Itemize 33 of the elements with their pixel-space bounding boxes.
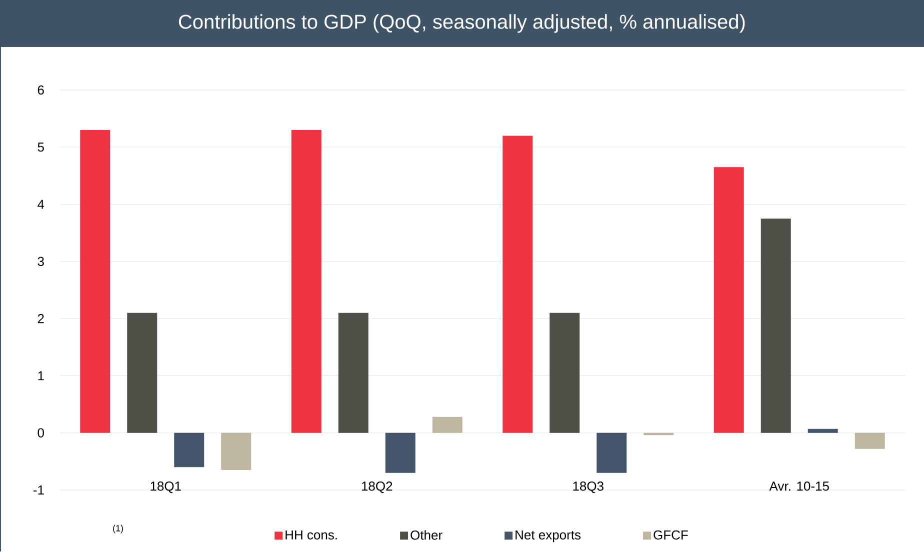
text: (1) xyxy=(113,524,123,534)
bar xyxy=(502,136,533,433)
bar xyxy=(596,432,627,473)
y-tick-label: 0 xyxy=(38,428,44,438)
bar xyxy=(808,428,838,433)
y-tick-label: 5 xyxy=(38,142,44,152)
y-tick-label: 2 xyxy=(38,314,44,324)
x-tick-label: 18Q1 xyxy=(150,482,181,494)
y-tick-label: -1 xyxy=(33,486,44,494)
legend-label: GFCF xyxy=(654,530,688,540)
y-tick-label: 4 xyxy=(38,200,44,209)
bar xyxy=(291,130,322,433)
bar xyxy=(854,432,885,449)
y-tick-label: 3 xyxy=(38,256,44,266)
x-tick-label: 18Q3 xyxy=(573,482,604,494)
legend-label: Other xyxy=(410,530,442,540)
bar xyxy=(550,312,580,433)
bar xyxy=(385,432,416,473)
bar xyxy=(714,167,744,433)
bar xyxy=(432,416,462,433)
bar xyxy=(760,218,791,433)
bar xyxy=(338,312,368,433)
y-tick-label: 1 xyxy=(38,371,44,380)
bar xyxy=(127,312,158,433)
bar xyxy=(174,432,204,468)
bar xyxy=(80,130,110,433)
chart-title: Contributions to GDP (QoQ, seasonally adjusted, % annualised) xyxy=(178,14,745,33)
legend-label: HH cons. xyxy=(286,530,337,540)
x-tick-label: 18Q2 xyxy=(362,482,392,494)
y-tick-label: 6 xyxy=(38,85,44,95)
legend-label: Net exports xyxy=(516,530,581,542)
bar xyxy=(221,432,252,470)
x-tick-label: Avr. 10-15 xyxy=(769,482,829,491)
